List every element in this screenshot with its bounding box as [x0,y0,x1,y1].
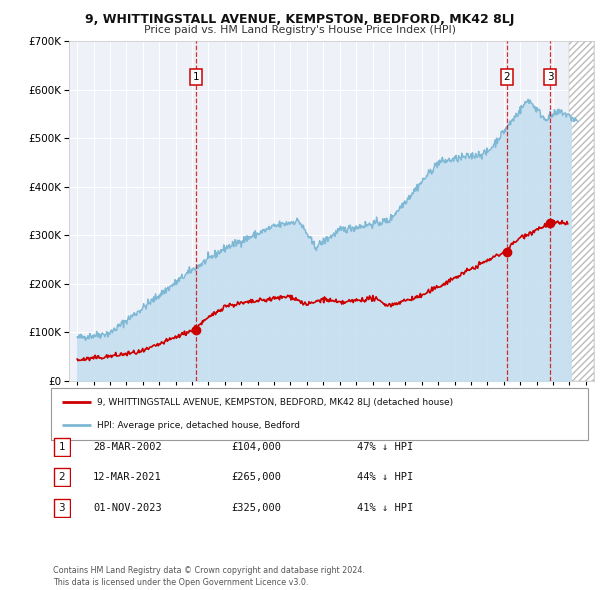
Text: HPI: Average price, detached house, Bedford: HPI: Average price, detached house, Bedf… [97,421,299,430]
Text: 41% ↓ HPI: 41% ↓ HPI [357,503,413,513]
Text: Price paid vs. HM Land Registry's House Price Index (HPI): Price paid vs. HM Land Registry's House … [144,25,456,35]
Text: £265,000: £265,000 [231,473,281,482]
Text: 9, WHITTINGSTALL AVENUE, KEMPSTON, BEDFORD, MK42 8LJ: 9, WHITTINGSTALL AVENUE, KEMPSTON, BEDFO… [85,13,515,26]
Text: 2: 2 [503,72,510,82]
Text: 12-MAR-2021: 12-MAR-2021 [93,473,162,482]
Text: 2: 2 [58,473,65,482]
FancyBboxPatch shape [51,388,588,440]
Text: 3: 3 [547,72,554,82]
Text: 47% ↓ HPI: 47% ↓ HPI [357,442,413,451]
Text: 9, WHITTINGSTALL AVENUE, KEMPSTON, BEDFORD, MK42 8LJ (detached house): 9, WHITTINGSTALL AVENUE, KEMPSTON, BEDFO… [97,398,453,407]
Text: 01-NOV-2023: 01-NOV-2023 [93,503,162,513]
Text: 28-MAR-2002: 28-MAR-2002 [93,442,162,451]
Text: 1: 1 [193,72,199,82]
Text: Contains HM Land Registry data © Crown copyright and database right 2024.
This d: Contains HM Land Registry data © Crown c… [53,566,365,587]
Text: 3: 3 [58,503,65,513]
Text: 44% ↓ HPI: 44% ↓ HPI [357,473,413,482]
Text: £325,000: £325,000 [231,503,281,513]
Text: 1: 1 [58,442,65,451]
Text: £104,000: £104,000 [231,442,281,451]
